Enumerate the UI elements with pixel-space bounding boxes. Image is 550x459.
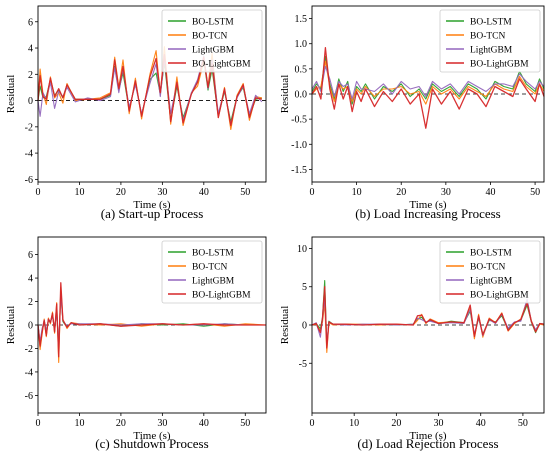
x-tick-label: 20 — [116, 418, 126, 429]
x-tick-label: 10 — [349, 418, 359, 429]
y-tick-label: 4 — [28, 44, 33, 55]
legend-label: BO-TCN — [470, 32, 506, 42]
y-tick-label: 10 — [297, 244, 307, 255]
panel-caption: (d) Load Rejection Process — [357, 436, 498, 451]
y-tick-label: -6 — [25, 175, 33, 186]
y-tick-label: 5 — [302, 282, 307, 293]
y-tick-label: 6 — [28, 17, 33, 28]
x-tick-label: 50 — [518, 418, 528, 429]
legend-label: BO-LightGBM — [470, 291, 529, 301]
x-tick-label: 50 — [240, 418, 250, 429]
legend-box — [161, 9, 263, 73]
y-axis-label: Residual — [5, 75, 17, 114]
legend-box — [439, 9, 541, 73]
x-tick-label: 40 — [485, 187, 495, 198]
chart-panel-3: 0 10 20 30 40 50 -6 -4 -2 0 2 4 6 Time (s) Residual (c)… — [5, 236, 267, 451]
x-tick-label: 10 — [352, 187, 362, 198]
y-tick-label: -6 — [25, 391, 33, 402]
x-tick-label: 20 — [391, 418, 401, 429]
x-axis-label: Time (s) — [133, 430, 171, 442]
legend-label: BO-LSTM — [192, 249, 234, 259]
y-tick-label: 1.0 — [295, 39, 308, 50]
legend-box — [161, 240, 263, 304]
legend: BO-LSTM BO-TCN LightGBM BO-LightGBM — [161, 9, 263, 73]
x-tick-label: 30 — [157, 187, 167, 198]
panel-caption: (c) Shutdown Process — [95, 436, 208, 451]
y-axis-label: Residual — [5, 306, 17, 345]
y-tick-label: 2 — [28, 297, 33, 308]
y-tick-label: -2 — [25, 122, 33, 133]
chart-panel-2: 0 10 20 30 40 50 -1.5 -1.0 -0.5 0.0 0.5 1.0 1.5 Time … — [279, 5, 545, 221]
series-line-bo-lightgbm — [37, 282, 266, 358]
series-line-lightgbm — [311, 65, 545, 100]
x-tick-label: 0 — [310, 187, 315, 198]
y-tick-label: 0 — [28, 321, 33, 332]
y-tick-label: 0 — [28, 96, 33, 107]
legend-label: LightGBM — [470, 277, 513, 287]
x-tick-label: 20 — [116, 187, 126, 198]
y-tick-label: 0 — [302, 321, 307, 332]
x-tick-label: 0 — [36, 418, 41, 429]
legend-label: LightGBM — [192, 46, 235, 56]
y-tick-label: -0.5 — [291, 115, 307, 126]
y-tick-label: -1.5 — [291, 165, 307, 176]
y-tick-label: -2 — [25, 344, 33, 355]
chart-panel-1: 0 10 20 30 40 50 -6 -4 -2 0 2 4 6 Time (s) Residual (a)… — [5, 5, 267, 221]
y-tick-label: -4 — [25, 149, 33, 160]
legend-label: BO-LSTM — [470, 249, 512, 259]
y-axis-label: Residual — [279, 306, 291, 345]
legend-label: BO-LightGBM — [192, 60, 251, 70]
x-tick-label: 50 — [240, 187, 250, 198]
panel-caption: (a) Start-up Process — [101, 206, 204, 221]
series-line-bo-lightgbm — [311, 286, 545, 349]
x-tick-label: 0 — [310, 418, 315, 429]
x-tick-label: 40 — [199, 187, 209, 198]
y-tick-label: 0.0 — [295, 90, 308, 101]
y-tick-label: 6 — [28, 250, 33, 261]
y-tick-label: 2 — [28, 70, 33, 81]
chart-panel-4: 0 10 20 30 40 50 -5 0 5 10 Time (s) Residual (d) Loa… — [279, 236, 545, 451]
legend-label: BO-TCN — [192, 263, 228, 273]
y-tick-label: -4 — [25, 367, 33, 378]
y-tick-label: -5 — [299, 359, 307, 370]
x-tick-label: 30 — [441, 187, 451, 198]
x-tick-label: 40 — [199, 418, 209, 429]
y-tick-label: 1.5 — [295, 14, 308, 25]
legend-label: BO-TCN — [192, 32, 228, 42]
x-tick-label: 0 — [36, 187, 41, 198]
x-axis-label: Time (s) — [133, 199, 171, 211]
series-line-bo-lightgbm — [311, 47, 545, 129]
plot-frame — [37, 5, 267, 183]
legend: BO-LSTM BO-TCN LightGBM BO-LightGBM — [439, 240, 541, 304]
y-tick-label: 4 — [28, 274, 33, 285]
y-tick-label: 0.5 — [295, 64, 308, 75]
x-tick-label: 20 — [396, 187, 406, 198]
x-tick-label: 30 — [157, 418, 167, 429]
legend-label: LightGBM — [470, 46, 513, 56]
legend: BO-LSTM BO-TCN LightGBM BO-LightGBM — [161, 240, 263, 304]
x-tick-label: 40 — [476, 418, 486, 429]
legend-box — [439, 240, 541, 304]
series-line-bo-lightgbm — [37, 53, 263, 127]
y-axis-label: Residual — [279, 75, 291, 114]
legend-label: LightGBM — [192, 277, 235, 287]
legend-label: BO-LSTM — [192, 18, 234, 28]
legend-label: BO-TCN — [470, 263, 506, 273]
x-tick-label: 10 — [74, 418, 84, 429]
x-axis-label: Time (s) — [409, 199, 447, 211]
y-tick-label: -1.0 — [291, 140, 307, 151]
legend-label: BO-LightGBM — [192, 291, 251, 301]
x-tick-label: 50 — [530, 187, 540, 198]
x-axis-label: Time (s) — [409, 430, 447, 442]
x-tick-label: 10 — [74, 187, 84, 198]
legend-label: BO-LSTM — [470, 18, 512, 28]
x-tick-label: 30 — [434, 418, 444, 429]
legend-label: BO-LightGBM — [470, 60, 529, 70]
panel-caption: (b) Load Increasing Process — [355, 206, 500, 221]
legend: BO-LSTM BO-TCN LightGBM BO-LightGBM — [439, 9, 541, 73]
